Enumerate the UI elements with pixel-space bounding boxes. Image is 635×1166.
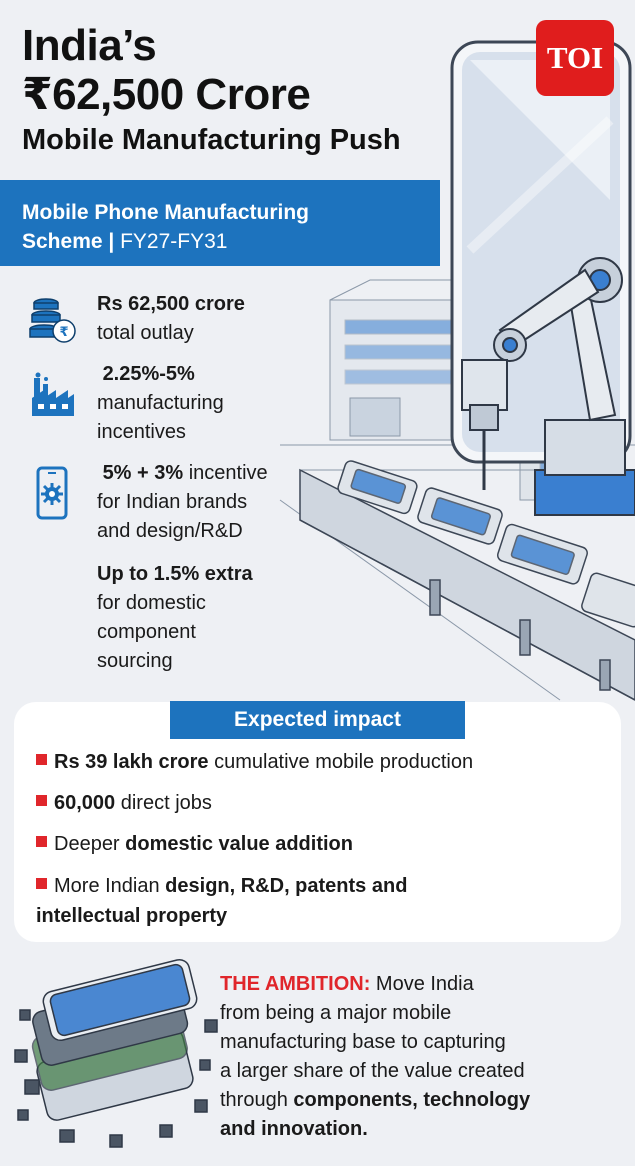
feature-components-label-1: for domestic	[97, 592, 206, 614]
scheme-period: FY27-FY31	[120, 230, 228, 253]
toi-logo: TOI	[536, 20, 614, 96]
scheme-name-line-1: Mobile Phone Manufacturing	[22, 201, 309, 224]
feature-components: Up to 1.5% extra for domestic component …	[97, 560, 253, 676]
feature-outlay-label: total outlay	[97, 322, 194, 344]
feature-outlay: Rs 62,500 crore total outlay	[97, 290, 245, 348]
ambition-line-6-bold: and innovation.	[220, 1118, 368, 1140]
headline-line-2: ₹62,500 Crore	[22, 70, 311, 119]
headline: India’s ₹62,500 Crore Mobile Manufacturi…	[22, 22, 401, 158]
scheme-separator: |	[102, 230, 121, 253]
impact-item-design-pre: More Indian	[54, 875, 166, 897]
headline-line-1: India’s	[22, 21, 157, 70]
impact-item-production: Rs 39 lakh crore cumulative mobile produ…	[36, 747, 473, 777]
impact-item-production-label: cumulative mobile production	[208, 751, 474, 773]
svg-text:₹: ₹	[59, 325, 68, 340]
impact-item-jobs-label: direct jobs	[115, 792, 212, 814]
factory-icon	[32, 372, 74, 416]
phone-gear-icon	[36, 466, 68, 520]
ambition-label: THE AMBITION:	[220, 973, 371, 995]
impact-card	[14, 702, 621, 942]
bullet-square-icon	[36, 836, 47, 847]
feature-components-label-2: component	[97, 621, 196, 643]
feature-manufacturing-label-1: manufacturing	[97, 392, 224, 414]
ambition-line-1: Move India	[370, 973, 474, 995]
scheme-banner: Mobile Phone Manufacturing Scheme | FY27…	[0, 180, 440, 266]
impact-item-value-addition-bold: domestic value addition	[125, 833, 353, 855]
feature-components-label-3: sourcing	[97, 650, 173, 672]
impact-item-design-bold-1: design, R&D, patents and	[165, 875, 408, 897]
bullet-square-icon	[36, 795, 47, 806]
ambition-line-3: manufacturing base to capturing	[220, 1031, 506, 1053]
feature-brands-label-1: incentive	[183, 462, 268, 484]
feature-brands-label-3: and design/R&D	[97, 520, 243, 542]
impact-item-value-addition-pre: Deeper	[54, 833, 126, 855]
impact-item-jobs: 60,000 direct jobs	[36, 788, 212, 818]
impact-item-production-value: Rs 39 lakh crore	[54, 751, 209, 773]
ambition-line-4: a larger share of the value created	[220, 1060, 525, 1082]
impact-item-design-bold-2: intellectual property	[36, 905, 228, 927]
ambition-line-2: from being a major mobile	[220, 1002, 452, 1024]
feature-manufacturing: 2.25%-5% manufacturing incentives	[97, 360, 224, 447]
bullet-square-icon	[36, 754, 47, 765]
ambition-line-5-bold: components, technology	[293, 1089, 531, 1111]
impact-item-value-addition: Deeper domestic value addition	[36, 829, 353, 859]
headline-line-3: Mobile Manufacturing Push	[22, 124, 401, 156]
feature-brands-label-2: for Indian brands	[97, 491, 248, 513]
impact-item-design: More Indian design, R&D, patents and int…	[36, 871, 407, 931]
ambition-line-5-pre: through	[220, 1089, 294, 1111]
feature-components-value: Up to 1.5% extra	[97, 563, 253, 585]
feature-brands: 5% + 3% incentive for Indian brands and …	[97, 459, 268, 546]
conveyor-illustration	[299, 460, 635, 701]
feature-manufacturing-value: 2.25%-5%	[102, 363, 195, 385]
impact-item-jobs-value: 60,000	[54, 792, 116, 814]
impact-heading: Expected impact	[170, 701, 465, 739]
robot-arm-illustration	[461, 257, 635, 516]
coins-rupee-icon: ₹	[29, 298, 76, 343]
feature-brands-value: 5% + 3%	[102, 462, 184, 484]
feature-outlay-value: Rs 62,500 crore	[97, 293, 245, 315]
feature-manufacturing-label-2: incentives	[97, 421, 186, 443]
scheme-name-line-2: Scheme	[22, 230, 103, 253]
exploded-phone-illustration	[14, 958, 218, 1148]
ambition-text: THE AMBITION: Move India from being a ma…	[220, 970, 620, 1144]
bullet-square-icon	[36, 878, 47, 889]
